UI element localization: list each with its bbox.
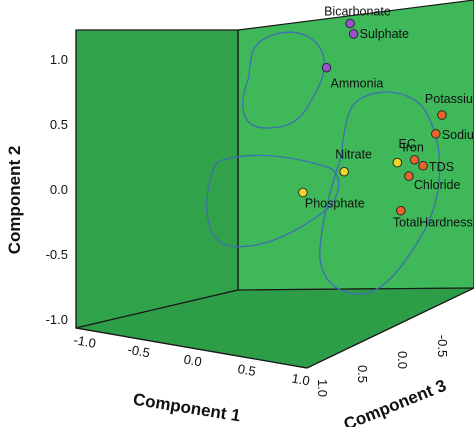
back-wall [237, 0, 474, 291]
x-axis-title: Component 1 [132, 390, 242, 426]
point-phosphate [298, 187, 308, 198]
cluster-hulls [206, 31, 441, 295]
point-label-potassium: Potassium [425, 92, 474, 106]
point-label-iron: Iron [402, 141, 424, 155]
hull-yellow-cluster [206, 154, 340, 248]
point-label-sulphate: Sulphate [360, 27, 409, 41]
z-axis-ticks: -0.5 0.0 0.5 1.0 [315, 335, 450, 397]
y-axis-ticks: -1.0 -0.5 0.0 0.5 1.0 [46, 52, 68, 327]
y-tick-label: 0.5 [50, 117, 68, 132]
point-potassium [437, 110, 447, 120]
point-label-tds: TDS [429, 160, 454, 174]
point-tds [418, 161, 428, 171]
hull-orange-cluster [319, 91, 441, 295]
y-tick-label: -0.5 [46, 247, 68, 262]
z-tick-label: 0.0 [395, 351, 410, 369]
z-tick-label: -0.5 [435, 335, 450, 357]
point-iron [392, 157, 403, 168]
point-totalhardness [396, 205, 406, 216]
hull-purple-cluster [242, 31, 325, 129]
data-points: Bicarbonate Sulphate Ammonia Nitrate Phospha… [298, 5, 474, 230]
z-tick-label: 1.0 [315, 379, 330, 397]
point-label-phosphate: Phosphate [305, 197, 365, 211]
x-tick-label: 0.0 [183, 352, 203, 370]
z-tick-label: 0.5 [355, 365, 370, 383]
point-label-sodium: Sodium [442, 128, 474, 142]
point-nitrate [339, 166, 349, 177]
point-label-nitrate: Nitrate [335, 148, 372, 162]
y-axis-title: Component 2 [5, 146, 24, 255]
x-axis-ticks: -1.0 -0.5 0.0 0.5 1.0 [72, 332, 311, 388]
point-label-ec: EC [399, 137, 416, 151]
y-tick-label: 0.0 [50, 182, 68, 197]
point-label-chloride: Chloride [414, 178, 461, 192]
y-tick-label: -1.0 [46, 312, 68, 327]
x-tick-label: 1.0 [291, 371, 311, 389]
point-chloride [404, 171, 414, 181]
point-ec [409, 155, 420, 165]
point-label-totalhardness: TotalHardness [393, 216, 473, 230]
point-sulphate [348, 29, 359, 39]
point-label-ammonia: Ammonia [331, 77, 384, 91]
y-tick-label: 1.0 [50, 52, 68, 67]
left-wall [75, 29, 239, 329]
x-tick-label: -1.0 [72, 332, 97, 351]
point-ammonia [321, 62, 332, 73]
x-tick-label: -0.5 [126, 342, 151, 361]
z-axis-title: Component 3 [341, 376, 449, 427]
point-sodium [431, 129, 441, 139]
point-bicarbonate [345, 18, 355, 29]
point-label-bicarbonate: Bicarbonate [324, 5, 391, 19]
x-tick-label: 0.5 [237, 361, 257, 379]
